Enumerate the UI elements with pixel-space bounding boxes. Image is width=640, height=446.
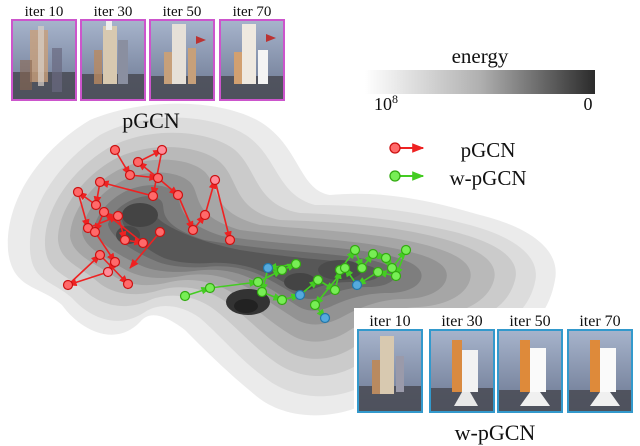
w-pgcn-trajectory [179, 244, 412, 324]
w-pgcn-frame-label-4: iter 70 [579, 313, 620, 330]
legend-pgcn-label: pGCN [461, 138, 516, 162]
energy-colorbar: energy 108 0 [365, 44, 595, 114]
legend-w-pgcn-label: w-pGCN [450, 166, 527, 190]
pgcn-panel-title: pGCN [122, 108, 180, 133]
colorbar-gradient [365, 70, 595, 94]
colorbar-title: energy [452, 44, 509, 68]
w-pgcn-frame-image-1 [357, 329, 423, 413]
pgcn-frame-image-2 [80, 19, 146, 101]
pgcn-frame-label-4: iter 70 [233, 4, 272, 20]
colorbar-right-label: 0 [584, 94, 593, 114]
legend-w-pgcn-marker [389, 170, 401, 182]
w-pgcn-frame-label-1: iter 10 [369, 313, 410, 330]
w-pgcn-frame-label-2: iter 30 [441, 313, 482, 330]
pgcn-trajectory [62, 144, 236, 291]
colorbar-left-exponent: 8 [392, 92, 398, 106]
pgcn-frame-label-3: iter 50 [163, 4, 202, 20]
w-pgcn-panel-title: w-pGCN [455, 420, 536, 445]
legend: pGCN w-pGCN [389, 138, 527, 190]
pgcn-thumbnails: iter 10 iter 30 iter 50 iter 70 [11, 4, 285, 133]
w-pgcn-thumbnails: iter 10 iter 30 iter 50 iter 70 [354, 308, 638, 445]
legend-pgcn-marker [389, 142, 401, 154]
pgcn-frame-image-3 [149, 19, 215, 101]
w-pgcn-frame-label-3: iter 50 [509, 313, 550, 330]
colorbar-left-label: 108 [374, 92, 398, 114]
w-pgcn-frame-image-4 [567, 329, 633, 413]
pgcn-frame-label-2: iter 30 [94, 4, 133, 20]
pgcn-frame-image-4 [219, 19, 285, 101]
w-pgcn-frame-image-2 [429, 329, 495, 413]
pgcn-frame-image-1 [11, 19, 77, 101]
pgcn-frame-label-1: iter 10 [25, 4, 64, 20]
w-pgcn-frame-image-3 [497, 329, 563, 413]
